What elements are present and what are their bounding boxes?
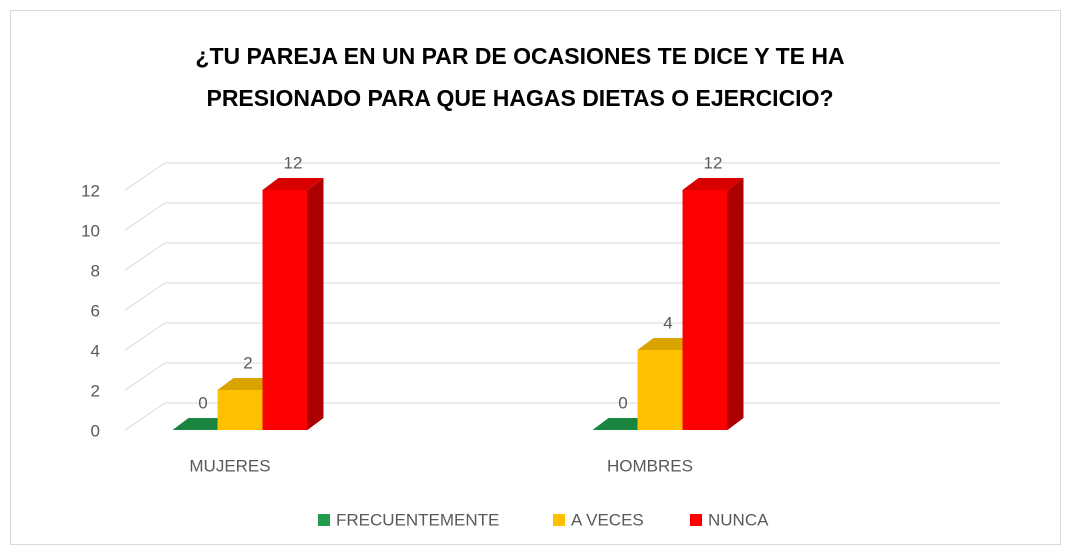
legend-label: A VECES — [571, 510, 644, 529]
x-tick-label: MUJERES — [189, 456, 270, 475]
x-tick-label: HOMBRES — [607, 456, 693, 475]
legend-swatch — [690, 514, 702, 526]
data-label: 4 — [663, 313, 672, 332]
data-label: 12 — [284, 153, 303, 172]
grid-line — [124, 162, 1000, 191]
y-tick-label: 0 — [91, 421, 100, 440]
bar — [262, 190, 308, 430]
legend-label: FRECUENTEMENTE — [336, 510, 499, 529]
y-tick-label: 10 — [81, 221, 100, 240]
legend-swatch — [318, 514, 330, 526]
bar — [637, 350, 683, 430]
bar-top — [682, 178, 744, 190]
bar — [682, 190, 728, 430]
data-label: 12 — [704, 153, 723, 172]
data-label: 0 — [198, 393, 207, 412]
bar-side — [727, 178, 744, 430]
y-tick-label: 4 — [91, 341, 100, 360]
y-tick-label: 2 — [91, 381, 100, 400]
data-label: 2 — [243, 353, 252, 372]
data-label: 0 — [618, 393, 627, 412]
bar-side — [307, 178, 324, 430]
chart-title: ¿TU PAREJA EN UN PAR DE OCASIONES TE DIC… — [195, 43, 844, 69]
bar — [217, 390, 263, 430]
y-tick-label: 8 — [91, 261, 100, 280]
chart-frame — [10, 10, 1061, 545]
legend-swatch — [553, 514, 565, 526]
y-tick-label: 6 — [91, 301, 100, 320]
bar-top — [262, 178, 324, 190]
chart-title: PRESIONADO PARA QUE HAGAS DIETAS O EJERC… — [206, 85, 833, 111]
y-tick-label: 12 — [81, 181, 100, 200]
legend-label: NUNCA — [708, 510, 769, 529]
